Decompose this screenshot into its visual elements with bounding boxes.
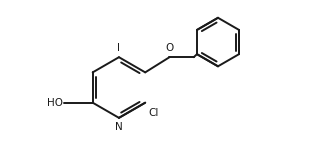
Text: N: N: [115, 122, 123, 132]
Text: Cl: Cl: [149, 108, 159, 118]
Text: HO: HO: [47, 98, 63, 108]
Text: I: I: [118, 43, 121, 53]
Text: O: O: [166, 43, 173, 53]
